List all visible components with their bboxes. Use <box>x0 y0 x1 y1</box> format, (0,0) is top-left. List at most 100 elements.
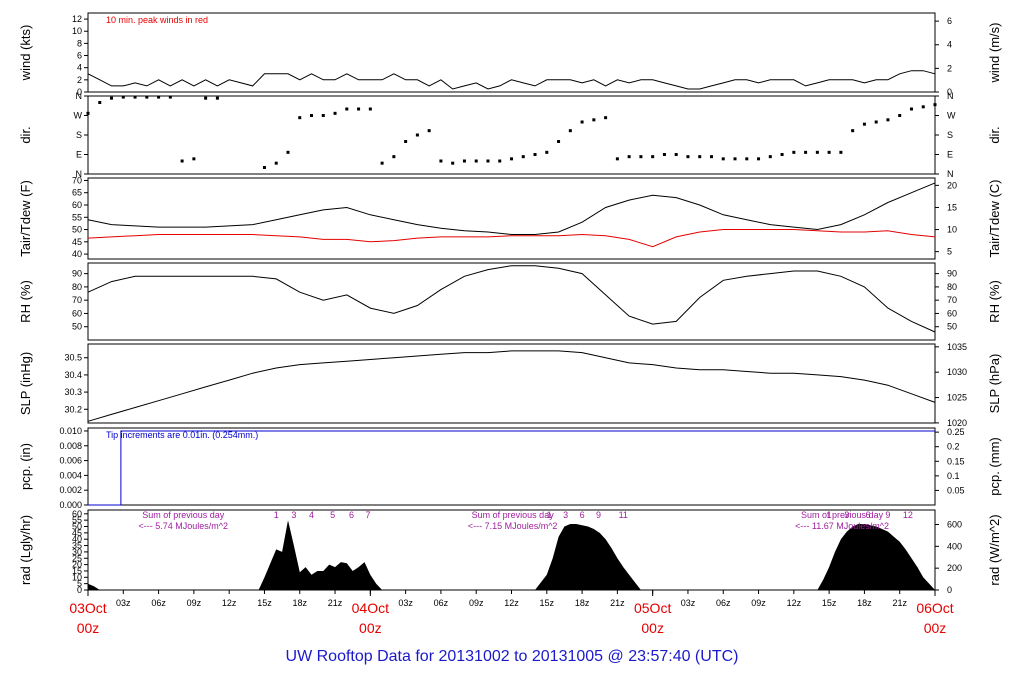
left-tick-label: 50 <box>72 522 82 532</box>
left-tick-label: 50 <box>72 322 82 332</box>
time-tick-label: 12z <box>504 598 519 608</box>
dir-point <box>462 159 466 163</box>
dir-point <box>698 155 702 159</box>
right-tick-label: N <box>947 169 954 179</box>
right-tick-label: 15 <box>947 202 957 212</box>
left-tick-label: 55 <box>72 515 82 525</box>
left-tick-label: 70 <box>72 175 82 185</box>
series-line-temp-tair <box>87 182 936 235</box>
right-tick-label: 60 <box>947 308 957 318</box>
dir-point <box>121 95 125 99</box>
right-tick-label: 5 <box>947 247 952 257</box>
right-tick-label: 1030 <box>947 367 967 377</box>
time-tick-label: 12z <box>222 598 237 608</box>
dir-point <box>886 118 890 122</box>
dir-point <box>321 114 325 117</box>
dir-point <box>839 150 843 154</box>
dir-point <box>486 159 490 163</box>
dir-point <box>757 157 761 161</box>
day-label: 06Oct <box>916 600 953 616</box>
dir-point <box>898 114 902 117</box>
left-tick-label: 4 <box>77 63 82 73</box>
left-tick-label: S <box>76 130 82 140</box>
right-axis-label: RH (%) <box>987 280 1002 323</box>
right-tick-label: 0.1 <box>947 471 960 481</box>
rad-hour-mark: 1 <box>547 510 552 520</box>
dir-point <box>415 133 419 137</box>
rad-note-line1: Sum of previous day <box>142 510 225 520</box>
right-tick-label: 400 <box>947 541 962 551</box>
dir-point <box>615 157 619 161</box>
right-axis-label: Tair/Tdew (C) <box>987 179 1002 257</box>
left-axis-label: wind (kts) <box>18 25 33 82</box>
dir-point <box>333 111 337 115</box>
panel-rh: 50 60 70 80 90 50 60 70 80 90 RH (%) RH (%) <box>18 262 1002 341</box>
panel-annotation: Tip increments are 0.01in. (0.254mm.) <box>106 430 258 440</box>
left-axis-label: dir. <box>18 126 33 143</box>
time-tick-label: 21z <box>610 598 625 608</box>
left-axis-label: Tair/Tdew (F) <box>18 180 33 257</box>
right-tick-label: 0.05 <box>947 485 965 495</box>
time-tick-label: 03z <box>681 598 696 608</box>
panel-temp: 40 45 50 55 60 65 70 5 10 15 20 Tair/Tdew (F) Tair/T… <box>18 175 1002 260</box>
left-tick-label: 25 <box>72 553 82 563</box>
left-tick-label: 55 <box>72 212 82 222</box>
dir-point <box>392 155 396 159</box>
dir-point <box>98 101 102 104</box>
left-tick-label: 0.000 <box>59 500 82 510</box>
right-tick-label: 10 <box>947 225 957 235</box>
series-line-temp-tdew <box>87 229 936 248</box>
right-tick-label: 90 <box>947 269 957 279</box>
right-tick-label: 2 <box>947 63 952 73</box>
dir-point <box>192 157 196 161</box>
dir-point <box>298 116 302 120</box>
left-tick-label: 70 <box>72 295 82 305</box>
left-tick-label: 2 <box>77 75 82 85</box>
dir-point <box>674 153 678 156</box>
rad-hour-mark: 1 <box>827 510 832 520</box>
left-tick-label: 6 <box>77 51 82 61</box>
left-tick-label: 30 <box>72 547 82 557</box>
dir-point <box>498 159 502 163</box>
left-tick-label: 50 <box>72 225 82 235</box>
right-tick-label: 4 <box>947 40 952 50</box>
time-axis: 03z 06z 09z 12z 15z 18z 21z 03z 06z 09z 12z 15z 18z 2… <box>69 590 954 636</box>
dir-point <box>580 120 584 124</box>
left-tick-label: 0.004 <box>59 470 82 480</box>
dir-point <box>592 118 596 122</box>
time-tick-label: 09z <box>187 598 202 608</box>
left-tick-label: 60 <box>72 509 82 519</box>
left-tick-label: 45 <box>72 528 82 538</box>
rad-hour-mark: 9 <box>885 510 890 520</box>
right-axis-label: wind (m/s) <box>987 23 1002 84</box>
left-tick-label: 12 <box>72 14 82 24</box>
dir-point <box>792 150 796 154</box>
left-axis-label: pcp. (in) <box>18 443 33 490</box>
dir-point <box>639 155 643 159</box>
left-tick-label: 10 <box>72 26 82 36</box>
left-tick-label: 8 <box>77 38 82 48</box>
right-tick-label: 6 <box>947 16 952 26</box>
rad-hour-mark: 6 <box>349 510 354 520</box>
left-axis-label: SLP (inHg) <box>18 352 33 415</box>
series-line-slp <box>87 350 936 422</box>
day-label: 03Oct <box>69 600 106 616</box>
dir-point <box>557 140 561 143</box>
right-axis-label: rad (W/m^2) <box>987 514 1002 585</box>
dir-point <box>921 105 925 109</box>
left-tick-label: 35 <box>72 541 82 551</box>
rad-note-line1: Sum of previous day <box>801 510 884 520</box>
dir-point <box>110 96 114 100</box>
right-tick-label: E <box>947 150 953 160</box>
time-tick-label: 21z <box>328 598 343 608</box>
panel-frame <box>87 262 936 341</box>
rad-hour-mark: 11 <box>619 510 628 520</box>
left-tick-label: 30.2 <box>64 404 82 414</box>
time-tick-label: 15z <box>822 598 837 608</box>
time-tick-label: 03z <box>398 598 413 608</box>
dir-point <box>521 155 525 159</box>
left-tick-label: 0.006 <box>59 456 82 466</box>
dir-point <box>604 116 608 120</box>
